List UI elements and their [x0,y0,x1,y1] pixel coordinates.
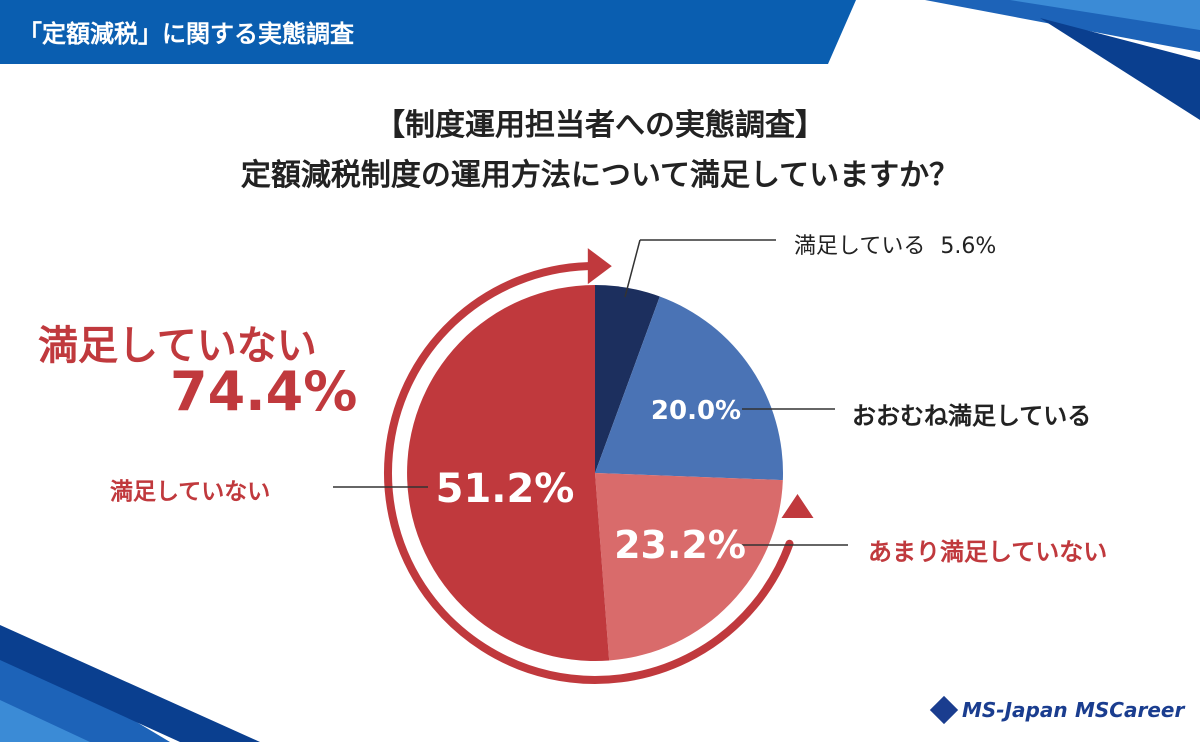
corner-stripe-bottom-2 [0,700,90,742]
value-not-satisfied: 51.2% [436,466,575,512]
label-not-satisfied: 満足していない [110,479,271,505]
label-not-very-satisfied: あまり満足していない [868,538,1108,566]
pie-slice-satisfied [595,285,660,473]
corner-stripe-top-3 [1040,18,1200,120]
label-satisfied-value: 5.6% [940,234,997,259]
pie-slice-mostly-satisfied [595,296,784,481]
chart-title-line-2: 定額減税制度の運用方法について満足していますか？ [240,158,960,193]
total-unsatisfied-label: 満足していない [38,323,317,369]
value-mostly-satisfied: 20.0% [651,396,741,426]
header-label: 「定額減税」に関する実態調査 [18,20,354,48]
ms-japan-logo: MS-Japan [929,695,1068,725]
pie-slice-not-satisfied [407,285,610,661]
value-not-very-satisfied: 23.2% [614,523,746,567]
circular-arrow-icon [384,248,814,684]
label-mostly-satisfied: おおむね満足している [852,402,1092,430]
leader-line-satisfied [624,239,641,298]
corner-stripe-top-2 [1010,0,1200,30]
pie-slice-not-very-satisfied [595,473,783,661]
chart-title-line-1: 【制度運用担当者への実態調査】 [375,108,825,143]
label-satisfied: 満足している 5.6% [794,228,996,260]
total-unsatisfied-value: 74.4% [170,360,358,423]
corner-stripe-bottom-3 [0,625,260,742]
header-bar [0,0,856,64]
ms-japan-diamond-icon [929,695,959,725]
pie-chart [407,285,784,661]
ms-career-logo: MSCareer [1075,698,1185,722]
ms-japan-logo-text: MS-Japan [962,698,1068,722]
label-satisfied-text: 満足している [794,234,926,259]
